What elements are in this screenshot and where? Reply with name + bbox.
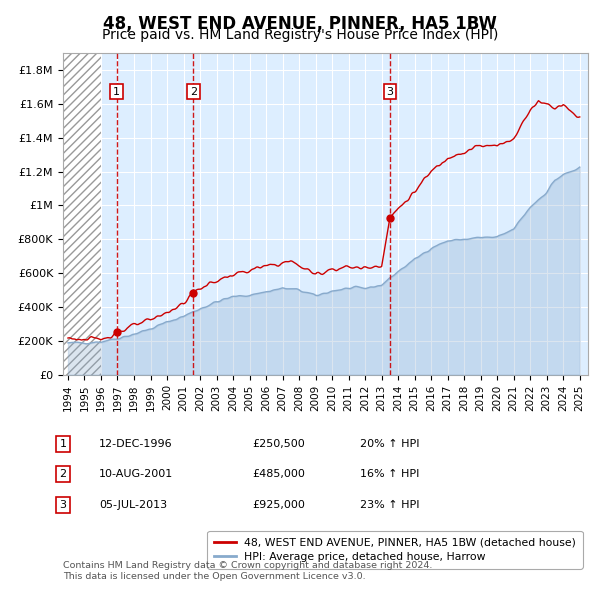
- Text: 48, WEST END AVENUE, PINNER, HA5 1BW: 48, WEST END AVENUE, PINNER, HA5 1BW: [103, 15, 497, 32]
- Legend: 48, WEST END AVENUE, PINNER, HA5 1BW (detached house), HPI: Average price, detac: 48, WEST END AVENUE, PINNER, HA5 1BW (de…: [208, 531, 583, 569]
- Text: £485,000: £485,000: [252, 470, 305, 479]
- Text: 16% ↑ HPI: 16% ↑ HPI: [360, 470, 419, 479]
- Text: 2: 2: [190, 87, 197, 97]
- Text: Price paid vs. HM Land Registry's House Price Index (HPI): Price paid vs. HM Land Registry's House …: [102, 28, 498, 42]
- Text: £250,500: £250,500: [252, 439, 305, 448]
- Text: 10-AUG-2001: 10-AUG-2001: [99, 470, 173, 479]
- Text: 3: 3: [386, 87, 394, 97]
- Text: 3: 3: [59, 500, 67, 510]
- Text: 20% ↑ HPI: 20% ↑ HPI: [360, 439, 419, 448]
- Text: 1: 1: [59, 439, 67, 448]
- Text: Contains HM Land Registry data © Crown copyright and database right 2024.
This d: Contains HM Land Registry data © Crown c…: [63, 562, 433, 581]
- Text: 23% ↑ HPI: 23% ↑ HPI: [360, 500, 419, 510]
- Bar: [63, 53, 101, 375]
- Text: 2: 2: [59, 470, 67, 479]
- Text: 05-JUL-2013: 05-JUL-2013: [99, 500, 167, 510]
- Text: £925,000: £925,000: [252, 500, 305, 510]
- Text: 12-DEC-1996: 12-DEC-1996: [99, 439, 173, 448]
- Text: 1: 1: [113, 87, 120, 97]
